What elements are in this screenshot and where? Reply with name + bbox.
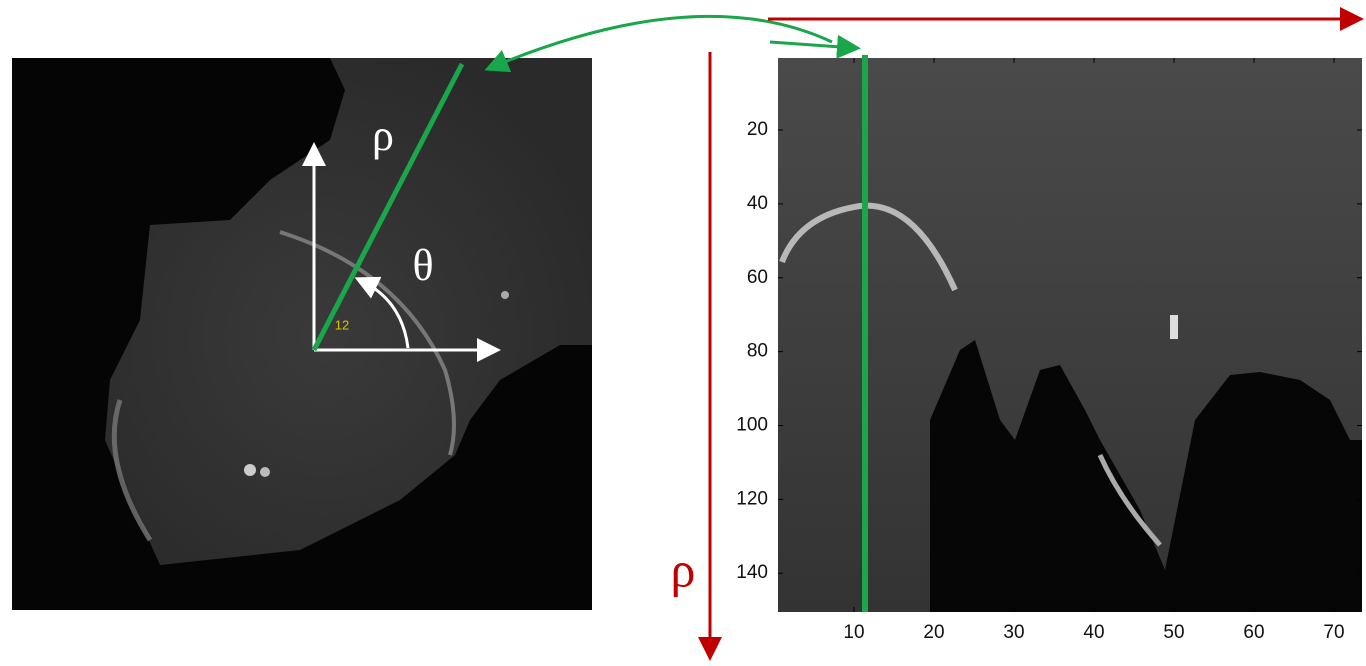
x-tick-label: 10 [843,622,864,643]
page: ρ θ 12 ρ 10 20 30 40 50 60 70 20 40 60 80 100 120 140… [0,0,1366,661]
x-tick-label: 20 [923,622,944,643]
theta-label: θ [412,241,433,290]
link-arrow [770,42,855,48]
rho-label: ρ [372,111,394,160]
y-tick-label: 40 [747,193,768,214]
y-tick-label: 120 [736,488,768,509]
x-tick-label: 40 [1083,622,1104,643]
x-tick-label: 60 [1243,622,1264,643]
cell-image [12,58,592,610]
y-tick-label: 100 [736,415,768,436]
x-tick-label: 30 [1003,622,1024,643]
figure: ρ θ 12 ρ 10 20 30 40 50 60 70 20 40 60 80 100 120 140 [0,0,1366,661]
x-tick-label: 50 [1163,622,1184,643]
y-tick-label: 80 [747,341,768,362]
index-label: 12 [335,317,349,332]
y-tick-label: 20 [747,119,768,140]
x-tick-label: 70 [1323,622,1344,643]
y-tick-label: 60 [747,267,768,288]
y-tick-label: 140 [736,562,768,583]
y-axis-label: ρ [671,541,696,597]
